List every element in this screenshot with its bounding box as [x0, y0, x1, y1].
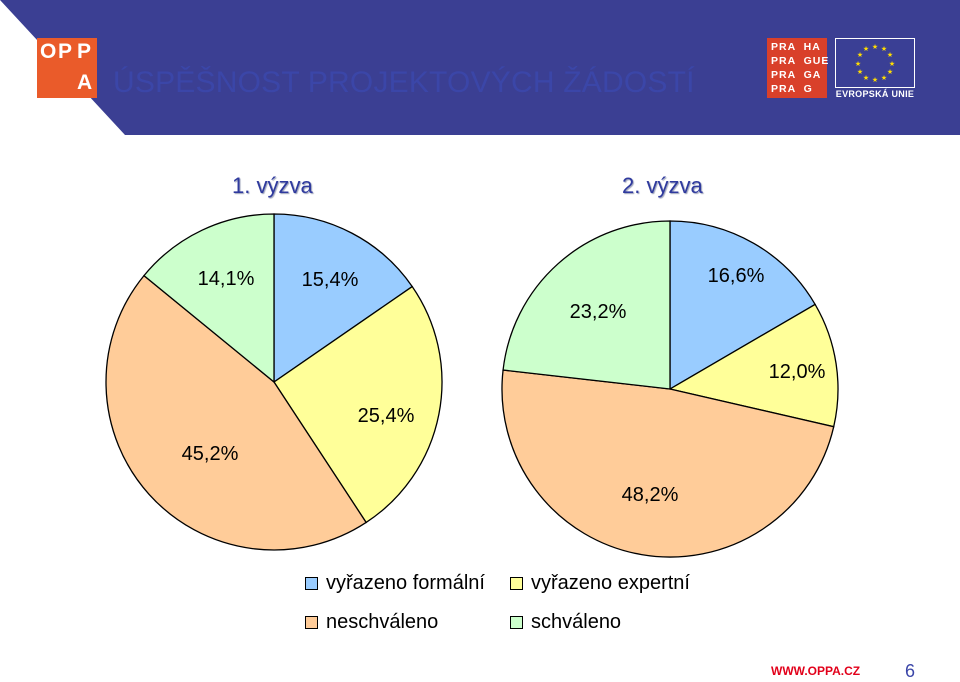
footer-url[interactable]: WWW.OPPA.CZ: [771, 664, 861, 678]
opp-logo-letter: A: [77, 71, 93, 94]
eu-logo-text: EVROPSKÁ UNIE: [835, 89, 915, 99]
praha-logo-row: PRA GA: [771, 69, 822, 81]
header-band-shape: [0, 0, 960, 135]
chart-title-call-2: 2. výzva: [622, 173, 703, 198]
legend-item: vyřazeno formální: [305, 570, 485, 596]
pie-data-label: 15,4%: [302, 269, 359, 291]
pie-slice: [669, 220, 817, 391]
pie-data-label: 48,2%: [622, 484, 679, 506]
svg-text:★: ★: [857, 51, 863, 59]
praha-logo-row: PRA HA: [771, 41, 821, 53]
pie-data-label: 23,2%: [570, 301, 627, 323]
pie-slice: [143, 213, 275, 384]
legend-label: vyřazeno formální: [326, 571, 485, 594]
legend-swatch: [305, 615, 318, 629]
pie-data-label: 12,0%: [769, 361, 826, 383]
svg-text:★: ★: [887, 68, 893, 76]
legend-label: neschváleno: [326, 610, 439, 633]
legend-swatch: [510, 576, 523, 590]
svg-text:★: ★: [881, 74, 887, 82]
svg-text:★: ★: [881, 45, 887, 53]
opp-logo-background: [37, 38, 97, 98]
pie-chart-call-1: 15,4% 25,4% 45,2% 14,1%: [105, 213, 443, 551]
opp-logo-letter: P: [77, 40, 92, 63]
pie-data-label: 14,1%: [198, 268, 255, 290]
legend-swatch: [510, 615, 523, 629]
pie-slice: [501, 369, 835, 558]
eu-stars-icon: ★ ★★ ★★★ ★★★ ★★★: [855, 43, 895, 84]
eu-logo: ★ ★ ★ ★ ★ ★ ★ ★ ★ ★ ★ ★ EVROPSKÁ UNIE: [835, 38, 915, 99]
praha-logo-row: PRA GUE: [771, 55, 830, 67]
legend-item: vyřazeno expertní: [510, 570, 690, 596]
legend-item: schváleno: [510, 609, 621, 635]
page-number: 6: [905, 661, 916, 681]
page-title: ÚSPĚŠNOST PROJEKTOVÝCH ŽÁDOSTÍ: [113, 66, 695, 99]
pie-data-label: 25,4%: [358, 405, 415, 427]
praha-logo: PRA HA PRA GUE PRA GA PRA G: [767, 38, 830, 98]
svg-text:★: ★: [855, 60, 861, 68]
pie-data-label: 45,2%: [182, 443, 239, 465]
opp-logo-letter: O: [40, 40, 57, 63]
svg-text:★: ★: [857, 68, 863, 76]
opp-logo: O P P A: [37, 38, 97, 98]
praha-logo-row: PRA G: [771, 83, 813, 95]
pie-slice: [105, 274, 368, 551]
legend-swatch: [305, 576, 318, 590]
eu-flag-icon: ★ ★ ★ ★ ★ ★ ★ ★ ★ ★ ★ ★: [835, 38, 915, 88]
svg-text:★: ★: [863, 74, 869, 82]
pie-slice: [668, 303, 839, 428]
legend-item: neschváleno: [305, 609, 438, 635]
slide-header: O P P A ÚSPĚŠNOST PROJEKTOVÝCH ŽÁDOSTÍ P…: [0, 0, 960, 135]
pie-chart-call-2: 16,6% 12,0% 48,2% 23,2%: [501, 220, 839, 558]
legend-label: schváleno: [531, 610, 622, 633]
opp-logo-letter: P: [58, 40, 73, 63]
chart-title-call-1: 1. výzva: [232, 173, 313, 198]
svg-text:★: ★: [863, 45, 869, 53]
svg-text:★: ★: [872, 43, 878, 51]
legend-label: vyřazeno expertní: [531, 571, 690, 594]
svg-text:★: ★: [887, 51, 893, 59]
pie-data-label: 16,6%: [708, 265, 765, 287]
svg-text:★: ★: [889, 60, 895, 68]
pie-slice: [273, 285, 443, 524]
svg-text:★: ★: [872, 76, 878, 84]
pie-slice: [273, 213, 414, 384]
pie-slice: [502, 220, 671, 390]
header-band: [0, 0, 960, 135]
chart-legend: vyřazeno formální vyřazeno expertní nesc…: [305, 570, 725, 640]
